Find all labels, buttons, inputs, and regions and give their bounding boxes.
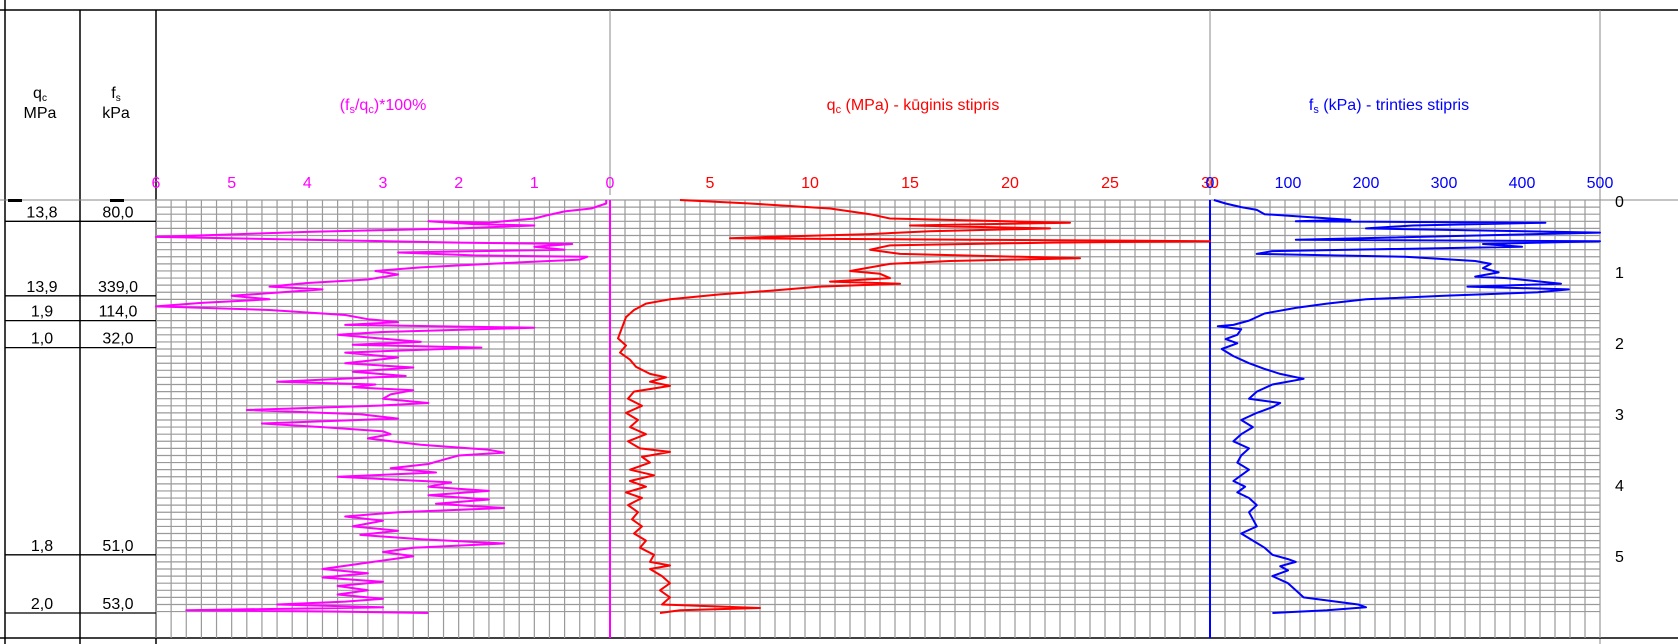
fs-value: 51,0 [102,538,133,555]
fs-value: 80,0 [102,204,133,221]
series-layer [155,199,1601,614]
ratio-tick-label: 1 [530,175,539,192]
fs-series-line [1213,199,1601,614]
depth-tick-label: 2 [1615,336,1624,353]
qc-value: 1,9 [31,304,53,321]
qc-header: qc MPa [24,85,57,122]
svg-text:fs: fs [111,85,120,104]
qc-dash [8,199,22,202]
fs-panel-title: fs (kPa) - trinties stipris [1309,97,1469,116]
depth-tick-label: 1 [1615,265,1624,282]
layer-table: 13,8 80,0 13,9 339,0 1,9 114,0 1,0 32,0 1,8 51,0 2… [5,199,156,614]
qc-tick-label: 30 [1201,175,1219,192]
qc-value: 13,9 [26,279,57,296]
svg-text:kPa: kPa [102,105,130,122]
qc-value: 1,0 [31,331,53,348]
fs-tick-label: 300 [1431,175,1458,192]
fs-tick-label: 0 [1206,175,1215,192]
ratio-tick-label: 0 [606,175,615,192]
qc-tick-label: 25 [1101,175,1119,192]
qc-tick-label: 10 [801,175,819,192]
depth-tick-label: 0 [1615,194,1624,211]
depth-tick-label: 5 [1615,549,1624,566]
ratio-tick-label: 6 [152,175,161,192]
fs-tick-label: 400 [1509,175,1536,192]
fs-dash [110,199,124,202]
fs-header: fs kPa [102,85,130,122]
qc-series-line [617,199,1211,614]
ratio-tick-label: 5 [227,175,236,192]
depth-tick-label: 4 [1615,478,1624,495]
svg-text:MPa: MPa [24,105,57,122]
qc-value: 13,8 [26,204,57,221]
qc-value: 1,8 [31,538,53,555]
fs-value: 32,0 [102,331,133,348]
fs-value: 114,0 [99,304,138,321]
depth-tick-label: 3 [1615,407,1624,424]
ratio-tick-label: 2 [454,175,463,192]
svg-text:fs (kPa) - trinties stipris: fs (kPa) - trinties stipris [1309,97,1469,116]
ratio-panel-title: (fs/qc)*100% [340,97,427,116]
svg-text:(fs/qc)*100%: (fs/qc)*100% [340,97,427,116]
fs-value: 53,0 [102,596,133,613]
svg-text:qc (MPa) - kūginis stipris: qc (MPa) - kūginis stipris [827,97,1000,116]
qc-value: 2,0 [31,596,53,613]
qc-tick-label: 5 [706,175,715,192]
qc-panel-title: qc (MPa) - kūginis stipris [827,97,1000,116]
qc-tick-label: 15 [901,175,919,192]
fs-tick-label: 200 [1353,175,1380,192]
svg-text:qc: qc [33,85,47,104]
fs-value: 339,0 [98,279,138,296]
ratio-tick-label: 4 [303,175,312,192]
fs-tick-label: 500 [1587,175,1614,192]
qc-tick-label: 20 [1001,175,1019,192]
ratio-series-line [155,200,608,614]
fs-tick-label: 100 [1275,175,1302,192]
ratio-tick-label: 3 [379,175,388,192]
